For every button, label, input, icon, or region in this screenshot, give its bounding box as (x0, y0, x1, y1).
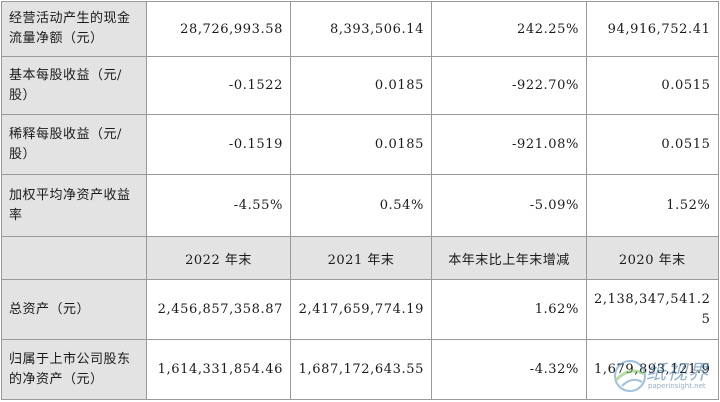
column-header: 本年末比上年末增减 (431, 236, 587, 280)
cell: -4.55% (146, 174, 291, 237)
globe-logo-icon (614, 360, 646, 392)
row-label: 加权平均净资产收益率 (1, 174, 147, 237)
header-blank-cell (1, 236, 147, 280)
watermark-subtext: paperinsight.net (648, 382, 706, 390)
cell: 2,138,347,541.25 (586, 279, 719, 340)
watermark: 纸视界 paperinsight.net (610, 354, 710, 398)
row-label: 总资产（元） (1, 279, 147, 340)
cell: 242.25% (431, 1, 587, 57)
table-row: 基本每股收益（元/股） -0.1522 0.0185 -922.70% 0.05… (1, 56, 719, 115)
table-row: 加权平均净资产收益率 -4.55% 0.54% -5.09% 1.52% (1, 174, 719, 237)
cell: 0.0515 (586, 114, 719, 175)
cell: 0.54% (290, 174, 432, 237)
cell: -5.09% (431, 174, 587, 237)
row-label: 稀释每股收益（元/股） (1, 114, 147, 175)
cell: 8,393,506.14 (290, 1, 432, 57)
table-row: 总资产（元） 2,456,857,358.87 2,417,659,774.19… (1, 279, 719, 340)
table-row: 归属于上市公司股东的净资产（元） 1,614,331,854.46 1,687,… (1, 339, 719, 400)
cell: -921.08% (431, 114, 587, 175)
cell: 2,456,857,358.87 (146, 279, 291, 340)
cell: -4.32% (431, 339, 587, 400)
cell: -0.1519 (146, 114, 291, 175)
column-header: 2022 年末 (146, 236, 291, 280)
cell: 0.0185 (290, 114, 432, 175)
cell: -922.70% (431, 56, 587, 115)
cell: -0.1522 (146, 56, 291, 115)
column-header: 2020 年末 (586, 236, 719, 280)
cell: 0.0185 (290, 56, 432, 115)
cell: 1.62% (431, 279, 587, 340)
cell: 0.0515 (586, 56, 719, 115)
cell: 1,687,172,643.55 (290, 339, 432, 400)
table-row: 经营活动产生的现金流量净额（元） 28,726,993.58 8,393,506… (1, 1, 719, 57)
cell: 1,614,331,854.46 (146, 339, 291, 400)
row-label: 基本每股收益（元/股） (1, 56, 147, 115)
column-header: 2021 年末 (290, 236, 432, 280)
watermark-text: 纸视界 (646, 360, 709, 384)
table-row: 稀释每股收益（元/股） -0.1519 0.0185 -921.08% 0.05… (1, 114, 719, 175)
header-row: 2022 年末 2021 年末 本年末比上年末增减 2020 年末 (1, 236, 719, 280)
cell: 94,916,752.41 (586, 1, 719, 57)
row-label: 归属于上市公司股东的净资产（元） (1, 339, 147, 400)
cell: 1.52% (586, 174, 719, 237)
cell: 2,417,659,774.19 (290, 279, 432, 340)
cell: 28,726,993.58 (146, 1, 291, 57)
row-label: 经营活动产生的现金流量净额（元） (1, 1, 147, 57)
cell: 1,679,893,121.9 (586, 339, 719, 400)
